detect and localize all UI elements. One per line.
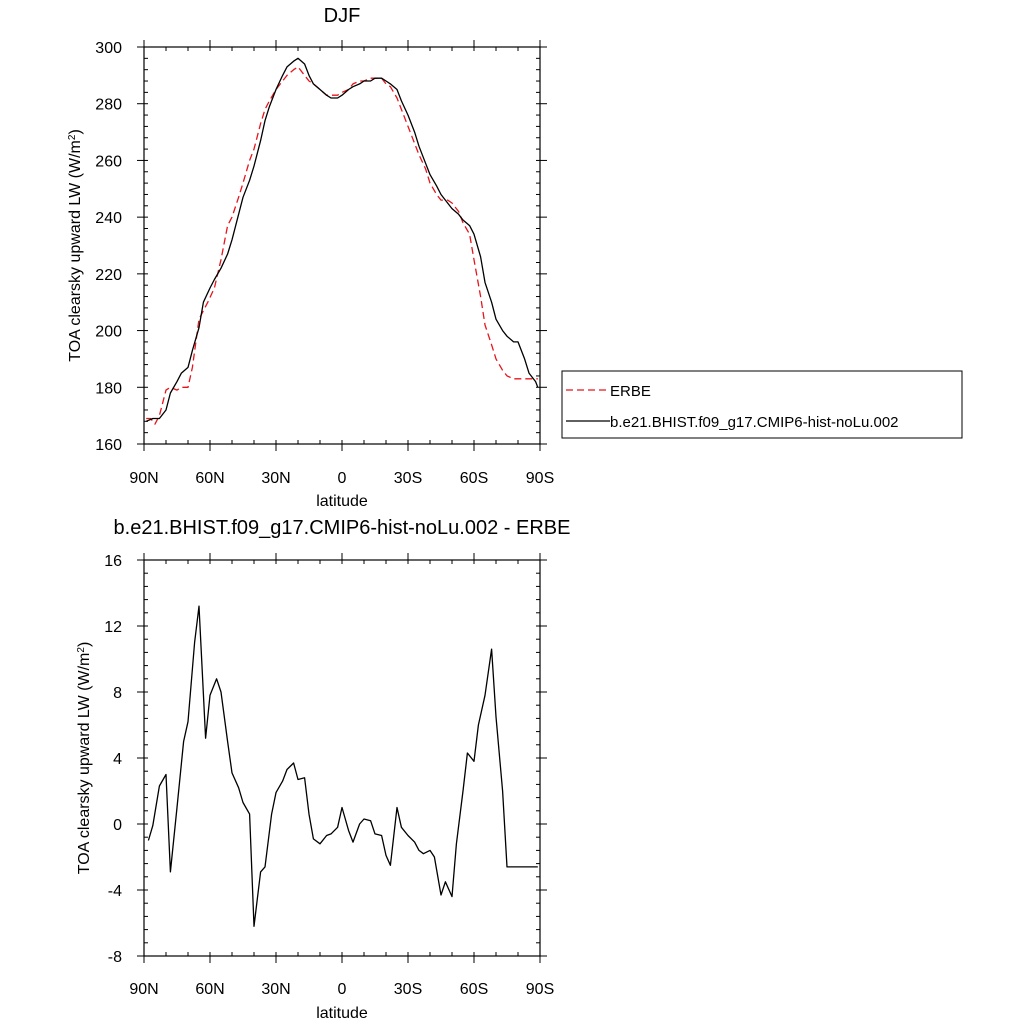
legend-label: b.e21.BHIST.f09_g17.CMIP6-hist-noLu.002 — [610, 414, 899, 431]
y-tick-label: 260 — [95, 153, 122, 170]
x-tick-label: 30N — [261, 981, 290, 998]
chart-title: DJF — [324, 5, 361, 27]
series-line-erbe — [146, 66, 538, 425]
series-line-difference — [147, 605, 538, 927]
chart-panel-1: DJF 160 180 200 220 240 260 280 300 90N 60N 30N 0 30S… — [67, 5, 555, 510]
series-line-b-e21-bhist-f09-g17-cmip6-hist-nolu-002 — [145, 57, 539, 422]
y-tick-label: 200 — [95, 324, 122, 341]
y-axis-title: TOA clearsky upward LW (W/m2) — [76, 642, 94, 875]
x-tick-label: 30N — [261, 470, 290, 487]
x-tick-label: 60N — [195, 470, 224, 487]
legend-box — [561, 370, 963, 439]
chart-title: b.e21.BHIST.f09_g17.CMIP6-hist-noLu.002 … — [114, 517, 571, 539]
chart-panel-2: b.e21.BHIST.f09_g17.CMIP6-hist-noLu.002 … — [76, 517, 571, 1022]
y-tick-label: 220 — [95, 267, 122, 284]
x-tick-label: 60N — [195, 981, 224, 998]
x-tick-label: 0 — [338, 981, 347, 998]
plot-frame — [143, 46, 541, 445]
y-tick-label: 180 — [95, 380, 122, 397]
y-tick-label: 160 — [95, 437, 122, 454]
y-tick-label: 8 — [113, 685, 122, 702]
y-tick-label: -8 — [108, 949, 122, 966]
x-tick-label: 0 — [338, 470, 347, 487]
x-tick-label: 90N — [129, 470, 158, 487]
x-tick-label: 30S — [394, 470, 422, 487]
y-tick-label: 4 — [113, 751, 122, 768]
y-tick-label: 12 — [104, 619, 122, 636]
plot-frame — [143, 559, 541, 957]
y-tick-label: 280 — [95, 97, 122, 114]
y-tick-label: 240 — [95, 210, 122, 227]
x-axis-title: latitude — [316, 493, 368, 510]
x-tick-label: 60S — [460, 470, 488, 487]
x-axis-title: latitude — [316, 1005, 368, 1022]
y-tick-label: -4 — [108, 883, 122, 900]
x-tick-label: 90N — [129, 981, 158, 998]
legend-label: ERBE — [610, 383, 651, 400]
y-axis-title: TOA clearsky upward LW (W/m2) — [67, 129, 85, 362]
y-tick-label: 300 — [95, 40, 122, 57]
legend: ERBE b.e21.BHIST.f09_g17.CMIP6-hist-noLu.… — [561, 370, 963, 439]
x-tick-label: 90S — [526, 470, 554, 487]
x-tick-label: 60S — [460, 981, 488, 998]
y-tick-label: 0 — [113, 817, 122, 834]
y-tick-label: 16 — [104, 553, 122, 570]
x-tick-label: 90S — [526, 981, 554, 998]
x-tick-label: 30S — [394, 981, 422, 998]
